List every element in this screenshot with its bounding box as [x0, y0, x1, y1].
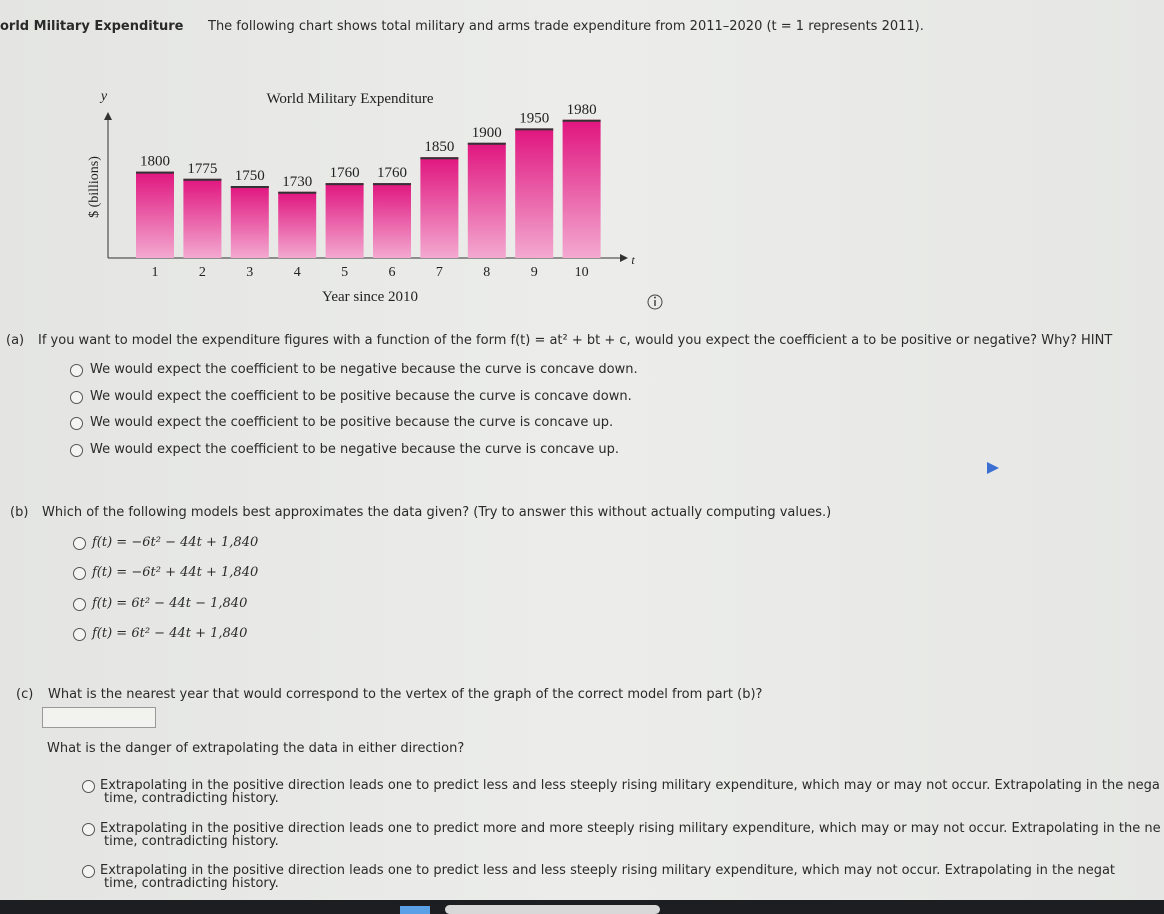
option: f(t) = 6t² − 44t − 1,840 — [92, 595, 248, 611]
x-tick-label: 4 — [294, 265, 301, 280]
question: What is the danger of extrapolating the … — [47, 741, 465, 756]
bar — [562, 119, 601, 258]
x-tick-label: 2 — [199, 265, 206, 280]
option: time, contradicting history. — [104, 876, 279, 891]
question: Which of the following models best appro… — [42, 505, 832, 520]
value-label: 1950 — [519, 110, 549, 126]
x-tick-label: 3 — [246, 265, 253, 280]
chart: World Military Expenditure y t $ (billio… — [87, 89, 663, 310]
cursor — [987, 462, 999, 474]
value-label: 1980 — [567, 102, 597, 118]
x-symbol: t — [631, 253, 635, 267]
bar — [136, 171, 174, 258]
bar — [420, 157, 459, 258]
x-tick-label: 7 — [436, 265, 443, 280]
option: We would expect the coefficient to be po… — [90, 388, 632, 404]
value-label: 1760 — [377, 165, 407, 181]
radio-button[interactable] — [82, 865, 95, 878]
x-arrow — [620, 254, 628, 262]
option: Extrapolating in the positive direction … — [100, 820, 1161, 836]
bar — [515, 128, 554, 258]
radio-button[interactable] — [73, 537, 86, 550]
value-label: 1800 — [140, 154, 170, 170]
value-label: 1760 — [330, 165, 360, 181]
x-label: Year since 2010 — [322, 289, 418, 305]
question: If you want to model the expenditure fig… — [38, 333, 1113, 348]
option: Extrapolating in the positive direction … — [100, 863, 1116, 878]
option: f(t) = −6t² + 44t + 1,840 — [92, 565, 259, 581]
radio-button[interactable] — [73, 567, 86, 581]
chart-title: World Military Expenditure — [266, 91, 433, 107]
option: time, contradicting history. — [104, 791, 279, 806]
option: We would expect the coefficient to be ne… — [90, 441, 619, 457]
x-tick-label: 6 — [389, 265, 396, 280]
radio-button[interactable] — [73, 627, 86, 641]
info-icon[interactable] — [647, 294, 663, 310]
option: time, contradicting history. — [104, 833, 279, 849]
radio-button[interactable] — [70, 364, 83, 377]
x-tick-label: 9 — [531, 265, 538, 280]
radio-button[interactable] — [70, 443, 83, 457]
option: We would expect the coefficient to be po… — [90, 415, 614, 430]
radio-button[interactable] — [82, 822, 95, 836]
bar — [278, 191, 317, 258]
option: We would expect the coefficient to be ne… — [90, 362, 638, 377]
y-symbol: y — [99, 89, 108, 104]
bar — [325, 183, 364, 258]
value-label: 1750 — [235, 168, 265, 184]
x-tick-label: 10 — [575, 265, 589, 280]
taskbar — [0, 900, 1164, 914]
radio-button[interactable] — [70, 390, 83, 404]
radio-button[interactable] — [73, 597, 86, 611]
x-tick-label: 1 — [152, 265, 159, 280]
value-label: 1900 — [472, 125, 502, 141]
y-arrow — [104, 112, 112, 120]
part-label: (b) — [10, 505, 29, 520]
value-label: 1730 — [282, 174, 312, 190]
part-label: (c) — [16, 687, 34, 702]
y-label: $ (billions) — [87, 156, 102, 218]
x-tick-label: 5 — [341, 265, 348, 280]
radio-button[interactable] — [82, 780, 95, 793]
bar — [467, 142, 506, 258]
radio-button[interactable] — [70, 417, 83, 430]
part-label: (a) — [6, 333, 25, 348]
bar — [373, 183, 411, 258]
option: f(t) = −6t² − 44t + 1,840 — [92, 535, 259, 550]
x-tick-label: 8 — [483, 265, 490, 280]
question: What is the nearest year that would corr… — [48, 687, 763, 702]
value-label: 1850 — [424, 139, 454, 155]
description: The following chart shows total military… — [208, 19, 924, 34]
answer-input[interactable] — [42, 707, 156, 728]
option: f(t) = 6t² − 44t + 1,840 — [92, 625, 248, 641]
bar — [230, 186, 269, 258]
bar — [183, 178, 222, 258]
value-label: 1775 — [187, 161, 217, 177]
page-title: orld Military Expenditure — [0, 19, 184, 34]
option: Extrapolating in the positive direction … — [100, 778, 1160, 793]
